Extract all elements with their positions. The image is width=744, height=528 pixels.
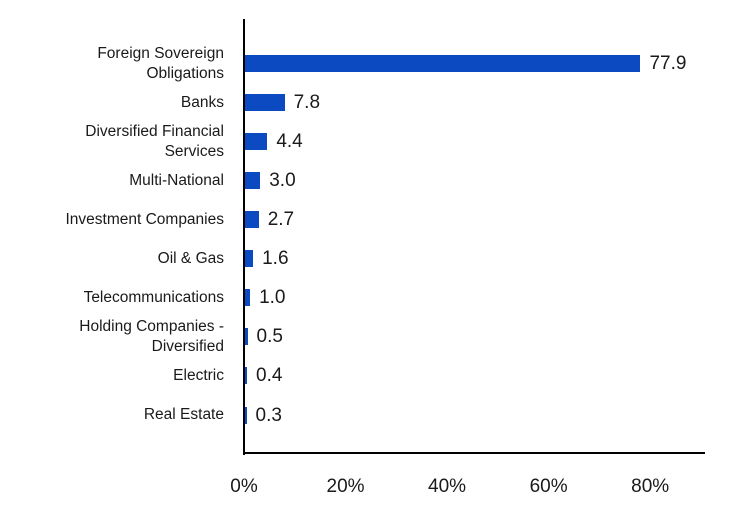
category-label-line: Multi-National bbox=[129, 171, 224, 189]
value-label: 77.9 bbox=[649, 53, 687, 74]
category-label-line: Obligations bbox=[146, 64, 224, 82]
category-label: Real Estate bbox=[144, 405, 224, 425]
value-label: 1.0 bbox=[259, 287, 286, 309]
value-label: 2.7 bbox=[267, 209, 295, 231]
category-label-line: Real Estate bbox=[143, 406, 224, 424]
value-label: 0.5 bbox=[256, 326, 283, 348]
x-tick-label: 60% bbox=[529, 476, 568, 497]
category-label-line: Services bbox=[164, 142, 224, 160]
x-tick-label: 40% bbox=[428, 476, 467, 497]
category-label: Banks bbox=[181, 93, 224, 113]
value-label: 0.4 bbox=[256, 365, 283, 387]
value-label: 4.4 bbox=[276, 131, 303, 153]
value-label: 1.6 bbox=[262, 248, 289, 270]
value-label: 7.8 bbox=[293, 92, 321, 114]
value-label: 3.0 bbox=[269, 170, 296, 192]
category-label: Multi-National bbox=[129, 171, 224, 191]
bar bbox=[245, 172, 261, 190]
category-label-line: Foreign Sovereign bbox=[97, 44, 224, 62]
category-label-line: Diversified Financial bbox=[85, 122, 224, 140]
category-label: Holding Companies - Diversified bbox=[79, 317, 224, 357]
bar bbox=[245, 328, 248, 346]
x-tick-label: 20% bbox=[326, 476, 365, 497]
category-label-line: Oil & Gas bbox=[157, 249, 224, 267]
bar bbox=[245, 133, 268, 151]
category-label-line: Telecommunications bbox=[83, 288, 224, 306]
category-label: Investment Companies bbox=[65, 210, 224, 230]
category-label-line: Banks bbox=[180, 93, 224, 111]
category-label-line: Investment Companies bbox=[65, 210, 224, 228]
bar bbox=[245, 289, 251, 307]
bar bbox=[245, 55, 641, 72]
x-tick-label: 80% bbox=[631, 476, 670, 497]
bar bbox=[245, 94, 285, 112]
category-label: Electric bbox=[173, 366, 224, 386]
x-axis-line bbox=[243, 452, 705, 454]
value-label: 0.3 bbox=[255, 404, 282, 426]
category-label-line: Holding Companies - bbox=[79, 317, 224, 335]
y-axis-line bbox=[243, 19, 245, 455]
bar bbox=[245, 211, 259, 229]
category-label-line: Electric bbox=[173, 366, 224, 384]
bar bbox=[245, 250, 254, 268]
category-label: Foreign Sovereign Obligations bbox=[97, 44, 224, 84]
x-tick-label: 0% bbox=[230, 476, 258, 497]
category-label: Oil & Gas bbox=[158, 249, 224, 269]
category-label: Telecommunications bbox=[84, 288, 224, 308]
category-label: Diversified Financial Services bbox=[85, 122, 224, 162]
bar bbox=[245, 406, 247, 424]
category-label-line: Diversified bbox=[151, 337, 224, 355]
bar bbox=[245, 367, 248, 385]
